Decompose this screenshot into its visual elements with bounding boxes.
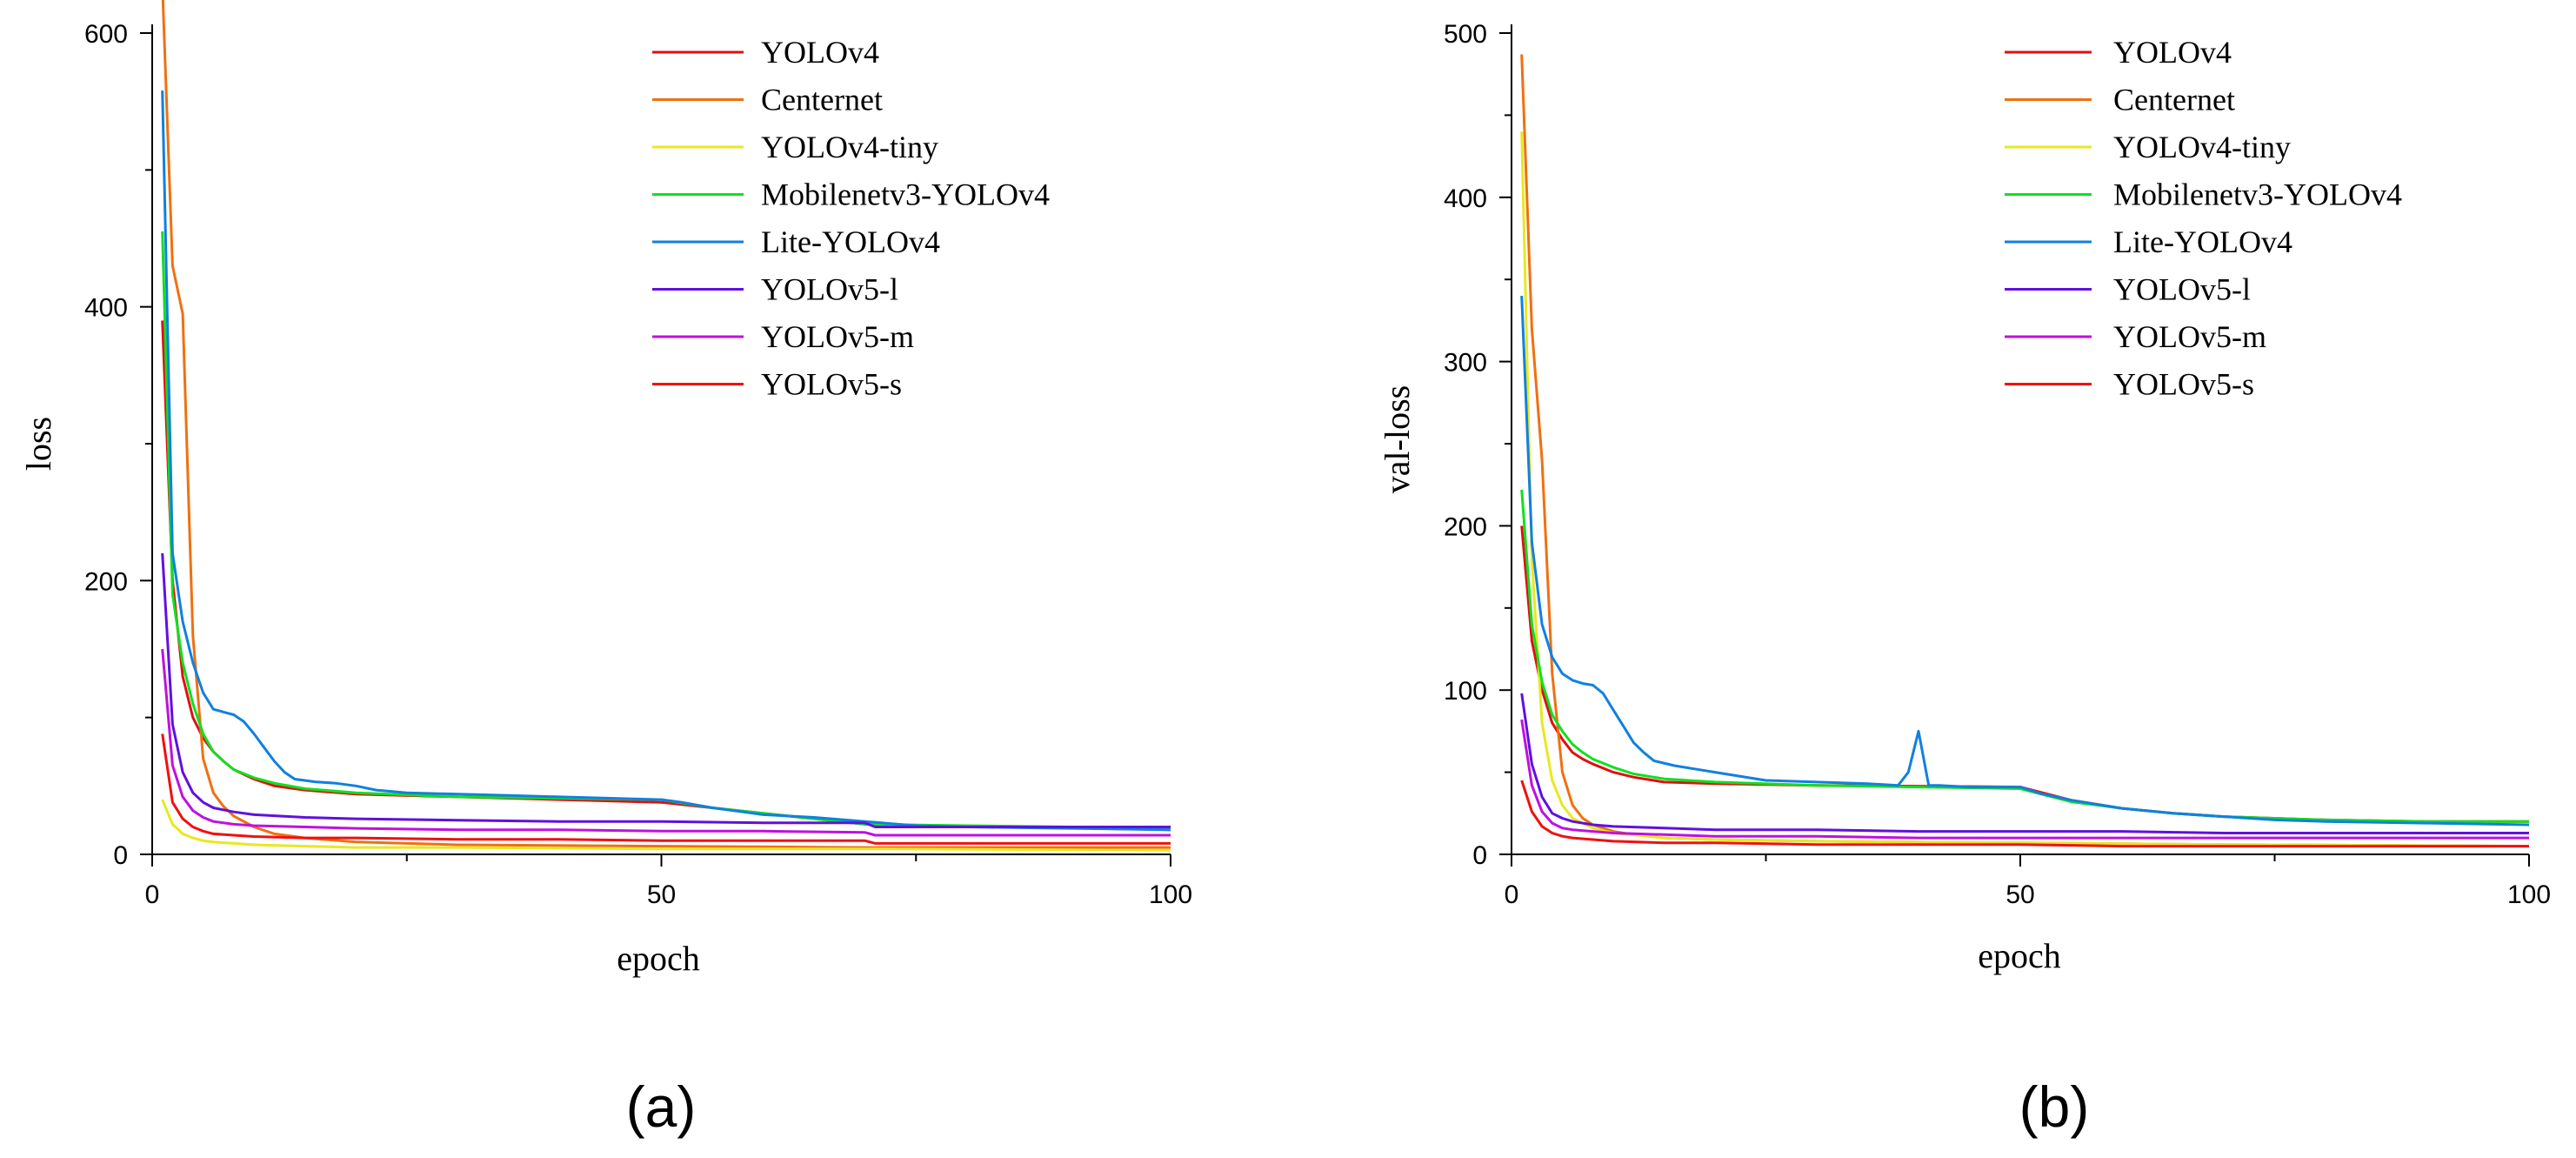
legend-label: YOLOv5-m (761, 319, 914, 354)
legend-label: YOLOv4 (2113, 35, 2232, 70)
x-tick-label: 50 (647, 880, 676, 909)
x-tick-label: 50 (2005, 880, 2034, 909)
y-tick-label: 500 (1444, 20, 1487, 49)
panel-caption-b: (b) (2019, 1074, 2090, 1139)
legend-label: YOLOv4-tiny (761, 130, 938, 164)
x-tick-label: 0 (1505, 880, 1519, 909)
y-tick-label: 100 (1444, 677, 1487, 706)
series-line-yolov5-m (161, 648, 1171, 837)
legend-label: Mobilenetv3-YOLOv4 (2113, 177, 2402, 212)
legend-label: YOLOv5-l (2113, 272, 2251, 307)
legend-label: Mobilenetv3-YOLOv4 (761, 177, 1050, 212)
chart-panel-b: 0 50 1000100200300400500YOLOv4CenternetYOL… (1378, 20, 2551, 1139)
series-line-lite-yolov4 (161, 90, 1171, 832)
legend-label: YOLOv4 (761, 35, 879, 70)
legend-label: YOLOv5-l (761, 272, 898, 307)
legend-b: YOLOv4 Centernet YOLOv4-tiny Mobilenetv3-YO… (2005, 35, 2402, 402)
y-tick-label: 200 (84, 567, 128, 596)
y-tick-label: 400 (84, 294, 128, 323)
y-tick-label: 200 (1444, 512, 1487, 541)
x-tick-label: 0 (145, 880, 160, 909)
series-line-lite-yolov4 (1520, 296, 2530, 827)
series-line-yolov4-tiny (161, 799, 1171, 852)
series-line-yolov5-l (1520, 693, 2529, 834)
series-line-yolov5-s (1520, 780, 2529, 848)
series-line-yolov5-s (161, 733, 1171, 845)
legend-label: Centernet (2113, 83, 2235, 117)
plot-area-b: 0 50 1000100200300400500YOLOv4CenternetYOL… (1444, 20, 2551, 909)
legend-label: Lite-YOLOv4 (761, 224, 940, 259)
legend-label: YOLOv5-m (2113, 319, 2266, 354)
y-tick-label: 400 (1444, 184, 1487, 213)
x-tick-label: 100 (1149, 880, 1192, 909)
y-tick-label: 600 (84, 20, 128, 49)
y-tick-label: 0 (1472, 841, 1487, 870)
chart-panel-a: 0 50 100 0 200 400 600 YOLOv4 Centernet YOLOv4-ti… (19, 0, 1192, 1139)
x-axis-label-b: epoch (1978, 936, 2061, 975)
y-tick-label: 0 (113, 841, 128, 870)
legend-label: YOLOv4-tiny (2113, 130, 2291, 164)
series-line-yolov5-m (1520, 719, 2529, 840)
series-line-yolov4-tiny (1520, 131, 2530, 848)
series-line-yolov5-l (161, 552, 1171, 828)
legend-label: YOLOv5-s (761, 367, 902, 402)
x-axis-label-a: epoch (617, 939, 700, 978)
series-line-centernet (161, 0, 1171, 849)
y-axis-label-b: val-loss (1378, 385, 1417, 493)
legend-label: YOLOv5-s (2113, 367, 2254, 402)
y-axis-label-a: loss (19, 417, 58, 471)
plot-area-a: 0 50 100 0 200 400 600 YOLOv4 Centernet YOLOv4-ti… (84, 0, 1192, 909)
series-line-mobilenetv3-yolov4 (161, 231, 1171, 828)
legend-label: Lite-YOLOv4 (2113, 224, 2292, 259)
x-tick-label: 100 (2507, 880, 2551, 909)
legend-label: Centernet (761, 83, 883, 117)
panel-caption-a: (a) (626, 1074, 697, 1139)
legend-a: YOLOv4 Centernet YOLOv4-tiny Mobilenetv3-YO… (652, 35, 1050, 402)
y-tick-label: 300 (1444, 349, 1487, 378)
